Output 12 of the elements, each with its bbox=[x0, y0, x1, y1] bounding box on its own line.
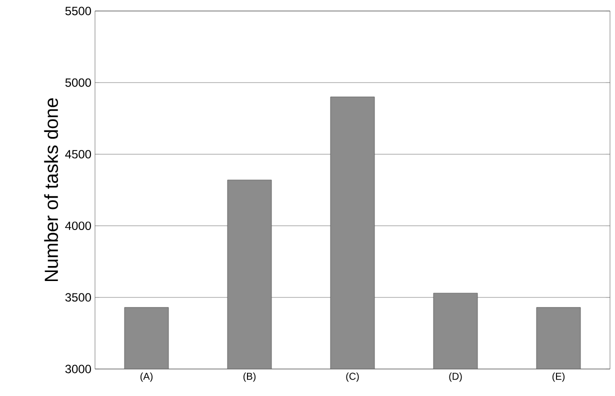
x-tick-label: (D) bbox=[449, 372, 462, 382]
x-tick-label: (A) bbox=[140, 372, 153, 382]
x-tick-label: (E) bbox=[552, 372, 565, 382]
x-tick-label: (C) bbox=[346, 372, 359, 382]
y-tick-label: 3500 bbox=[65, 293, 92, 302]
y-tick-label: 5000 bbox=[65, 78, 92, 87]
x-tick-label: (B) bbox=[243, 372, 256, 382]
y-tick-label: 4500 bbox=[65, 150, 92, 158]
y-axis-title: Number of tasks done bbox=[44, 98, 58, 282]
y-tick-label: 5500 bbox=[65, 6, 92, 16]
y-tick-label: 3000 bbox=[65, 364, 92, 374]
y-tick-label: 4000 bbox=[65, 222, 92, 230]
